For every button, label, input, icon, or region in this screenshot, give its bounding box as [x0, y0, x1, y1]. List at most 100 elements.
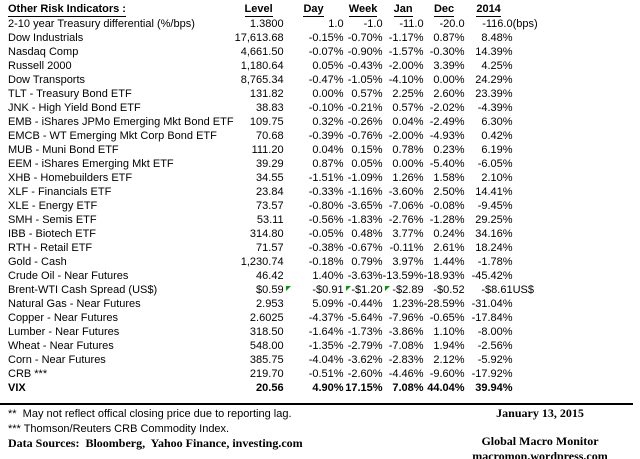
cell-value: -9.45%	[477, 200, 513, 212]
cell-value: -1.73%	[347, 326, 383, 338]
cell-value: 5.09%	[312, 298, 344, 310]
cell-value: -17.92%	[471, 368, 513, 380]
row-label: RTH - Retail ETF	[8, 242, 93, 254]
row-unit-note	[513, 381, 559, 395]
table-row: MUB - Muni Bond ETF 111.20 0.04% 0.15% 0.78%…	[8, 143, 559, 157]
cell-value: 34.16%	[475, 228, 513, 240]
table-row: Russell 2000 1,180.64 0.05% -0.43% -2.00% 3.3…	[8, 59, 559, 73]
cell-value: 24.29%	[475, 74, 513, 86]
row-label: XLF - Financials ETF	[8, 186, 112, 198]
cell-value: -2.76%	[388, 214, 424, 226]
footer-divider-rule	[0, 403, 633, 405]
cell-value: 1.40%	[312, 270, 344, 282]
table-row: XHB - Homebuilders ETF 34.55 -1.51% -1.09% 1…	[8, 171, 559, 185]
table-row: Nasdaq Comp 4,661.50 -0.07% -0.90% -1.57% -0.…	[8, 45, 559, 59]
cell-value: -4.37%	[308, 312, 344, 324]
cell-value: 3.77%	[392, 228, 424, 240]
row-unit-note	[513, 45, 559, 59]
cell-value: 385.75	[249, 354, 284, 366]
cell-value: -1.35%	[308, 340, 344, 352]
table-row: Crude Oil - Near Futures 46.42 1.40% -3.63%…	[8, 269, 559, 283]
cell-value: 4.25%	[481, 60, 513, 72]
cell-value: -3.86%	[388, 326, 424, 338]
cell-value: 6.19%	[481, 144, 513, 156]
cell-value: -2.49%	[429, 116, 465, 128]
row-unit-note	[513, 353, 559, 367]
cell-value: 39.94%	[475, 382, 513, 394]
table-row: RTH - Retail ETF 71.57 -0.38% -0.67% -0.11% 2…	[8, 241, 559, 255]
cell-value: -$1.20	[344, 283, 383, 297]
cell-value: -2.60%	[347, 368, 383, 380]
branding-block: January 13, 2015 Global Macro Monitor ma…	[440, 406, 640, 459]
cell-value: 0.87%	[312, 158, 344, 170]
row-label: XLE - Energy ETF	[8, 200, 98, 212]
cell-value: -2.79%	[347, 340, 383, 352]
cell-value: -3.65%	[347, 200, 383, 212]
row-label: Wheat - Near Futures	[8, 340, 114, 352]
cell-value: -45.42%	[471, 270, 513, 282]
cell-value: 0.57%	[392, 102, 424, 114]
table-row: 2-10 year Treasury differential (%/bps) 1…	[8, 17, 559, 31]
row-label: Dow Transports	[8, 74, 86, 86]
cell-value: -28.59%	[423, 298, 465, 310]
cell-value: 548.00	[249, 340, 284, 352]
cell-value: -1.05%	[347, 74, 383, 86]
cell-value: 53.11	[256, 214, 284, 226]
cell-value: -0.90%	[347, 46, 383, 58]
cell-value: -4.10%	[388, 74, 424, 86]
cell-value: -7.08%	[388, 340, 424, 352]
row-label: XHB - Homebuilders ETF	[8, 172, 133, 184]
cell-value: 7.08%	[392, 382, 424, 394]
cell-value: -0.56%	[308, 214, 344, 226]
cell-value: -0.39%	[308, 130, 344, 142]
cell-value: -0.38%	[308, 242, 344, 254]
cell-value: -3.60%	[388, 186, 424, 198]
table-row: EEM - iShares Emerging Mkt ETF 39.29 0.87%…	[8, 157, 559, 171]
cell-value: 71.57	[256, 242, 284, 254]
risk-indicators-table: Other Risk Indicators : Level Day Week J…	[8, 2, 559, 395]
column-header-dec: Dec	[433, 3, 455, 17]
cell-value: 0.23%	[433, 144, 465, 156]
row-label: EMB - iShares JPMo Emerging Mkt Bond ETF	[8, 116, 234, 128]
cell-value: -0.43%	[347, 60, 383, 72]
table-row: VIX 20.56 4.90% 17.15% 7.08% 44.04% 39.94%	[8, 381, 559, 395]
cell-value: -7.06%	[388, 200, 424, 212]
cell-value: 0.24%	[433, 228, 465, 240]
table-row: IBB - Biotech ETF 314.80 -0.05% 0.48% 3.77% 0…	[8, 227, 559, 241]
table-row: EMCB - WT Emerging Mkt Corp Bond ETF 70.6…	[8, 129, 559, 143]
cell-value: 8.48%	[481, 32, 513, 44]
column-header-day: Day	[303, 3, 324, 17]
cell-value: -0.11%	[389, 242, 424, 254]
cell-value: -0.07%	[308, 46, 344, 58]
cell-value: 0.48%	[351, 228, 383, 240]
data-sources-line: Data Sources: Bloomberg, Yahoo Finance, …	[8, 436, 303, 450]
table-row: Gold - Cash 1,230.74 -0.18% 0.79% 3.97% 1.44%…	[8, 255, 559, 269]
table-row: Copper - Near Futures 2.6025 -4.37% -5.64% -…	[8, 311, 559, 325]
row-label: Corn - Near Futures	[8, 354, 106, 366]
brand-url: macromon.wordpress.com	[472, 449, 608, 459]
cell-value: 3.97%	[392, 256, 424, 268]
cell-value: -1.83%	[347, 214, 383, 226]
cell-value: 1.94%	[433, 340, 465, 352]
cell-value: 38.83	[256, 102, 284, 114]
row-label: CRB ***	[8, 368, 48, 380]
report-date: January 13, 2015	[496, 406, 584, 420]
cell-value: -0.26%	[347, 116, 383, 128]
cell-value: -0.05%	[308, 228, 344, 240]
cell-value: -3.62%	[347, 354, 383, 366]
column-header-2014: 2014	[476, 3, 501, 17]
cell-value: 4,661.50	[240, 46, 284, 58]
cell-value: -0.18%	[308, 256, 344, 268]
cell-value: -9.60%	[429, 368, 465, 380]
row-unit-note	[513, 325, 559, 339]
column-header-level: Level	[244, 3, 273, 17]
cell-value: 0.00%	[312, 88, 344, 100]
cell-value: 0.87%	[433, 32, 465, 44]
brand-name: Global Macro Monitor	[481, 434, 599, 448]
cell-value: 2.61%	[433, 242, 465, 254]
cell-value: -0.08%	[429, 200, 465, 212]
row-label: Nasdaq Comp	[8, 46, 79, 58]
cell-value: -5.40%	[429, 158, 465, 170]
row-unit-note	[513, 227, 559, 241]
row-unit-note	[513, 199, 559, 213]
